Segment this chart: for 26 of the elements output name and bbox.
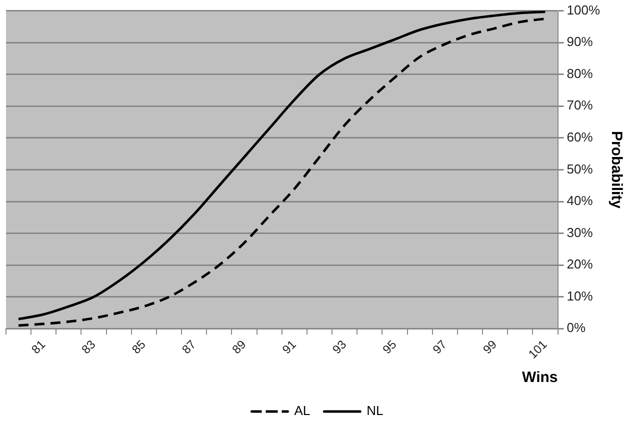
x-axis-title: Wins [522,369,558,386]
x-tick-label: 83 [78,337,98,357]
x-tick-label: 93 [330,337,350,357]
x-tick-label: 99 [480,337,500,357]
x-tick-label: 89 [229,337,249,357]
x-tick-label: 81 [28,337,48,357]
y-tick-label: 10% [566,288,594,304]
y-tick-label: 80% [566,66,594,81]
y-axis-title: Probability [608,130,625,210]
y-tick-label: 20% [566,256,594,272]
x-tick-label: 97 [430,337,450,357]
y-tick-label: 40% [566,193,594,208]
y-tick-label: 100% [566,2,600,18]
x-tick-label: 101 [526,337,550,362]
legend-label: AL [294,403,310,418]
y-tick-label: 0% [566,320,586,336]
x-tick-label: 95 [380,337,400,357]
y-tick-label: 70% [566,98,594,113]
x-tick-label: 85 [129,337,149,357]
y-tick-label: 30% [566,224,594,240]
x-tick-label: 87 [179,337,199,357]
y-tick-label: 50% [566,161,594,176]
y-tick-label: 60% [566,130,594,145]
legend-label: NL [366,403,384,418]
x-tick-label: 91 [280,337,300,357]
y-tick-label: 90% [566,34,594,50]
